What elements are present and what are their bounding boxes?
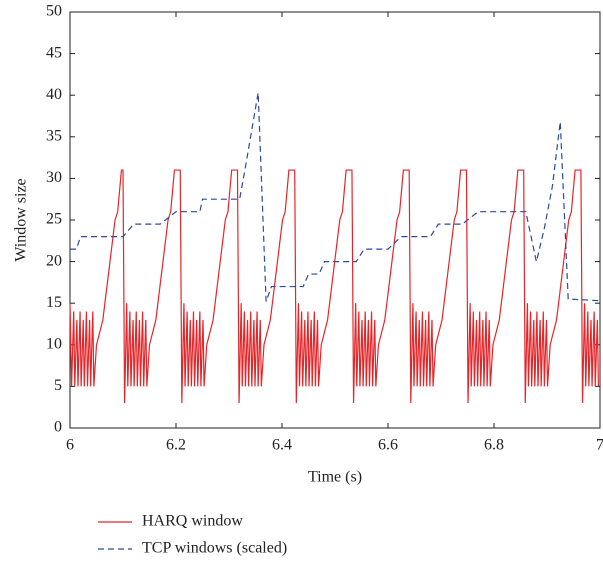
y-tick-label: 50 — [46, 3, 62, 20]
x-tick-label: 7 — [596, 437, 603, 454]
y-tick-label: 45 — [46, 44, 62, 61]
y-axis-label: Window size — [13, 178, 30, 261]
y-tick-label: 30 — [46, 169, 62, 186]
x-tick-label: 6.6 — [378, 437, 398, 454]
x-axis-label: Time (s) — [308, 469, 362, 486]
x-tick-label: 6 — [66, 437, 74, 454]
y-tick-label: 35 — [46, 127, 62, 144]
plot-frame — [69, 11, 601, 429]
y-tick-label: 5 — [54, 377, 62, 394]
legend-label: TCP windows (scaled) — [142, 540, 287, 557]
y-tick-label: 10 — [46, 335, 62, 352]
y-tick-label: 0 — [54, 419, 62, 436]
y-tick-label: 40 — [46, 86, 62, 103]
legend: HARQ window TCP windows (scaled) — [98, 513, 287, 557]
legend-label: HARQ window — [142, 513, 243, 530]
series-line — [69, 169, 600, 404]
y-tick-label: 20 — [46, 252, 62, 269]
x-tick-label: 6.4 — [272, 437, 292, 454]
y-tick-label: 15 — [46, 294, 62, 311]
x-tick-label: 6.8 — [484, 437, 504, 454]
y-tick-label: 25 — [46, 211, 62, 228]
series-line — [70, 92, 601, 302]
x-tick-label: 6.2 — [166, 437, 186, 454]
